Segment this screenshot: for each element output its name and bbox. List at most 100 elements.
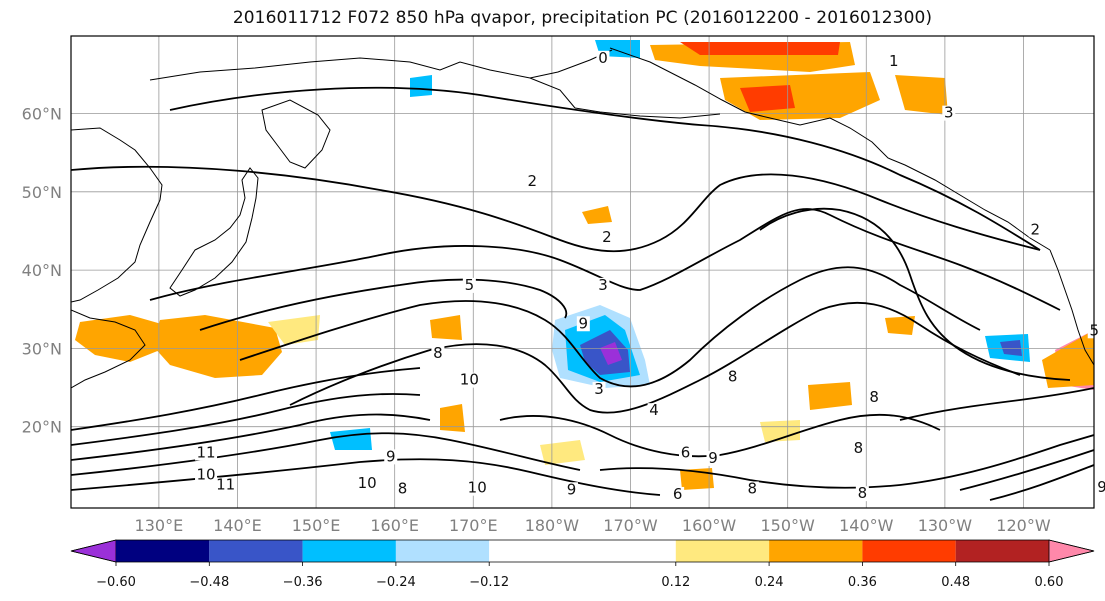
shading-blob-purple (600, 342, 622, 365)
contour-label: 10 (460, 371, 479, 389)
contour-label-bg (1028, 222, 1042, 238)
shading-blob-red (740, 85, 795, 112)
longitude-labels: 130°E 140°E 150°E 160°E 170°E 180°W 170°W 160°W… (135, 516, 1051, 535)
contour-line (289, 301, 1021, 414)
latitude-label: 60°N (22, 105, 62, 124)
longitude-label: 130°E (135, 516, 184, 535)
contour-label-bg (851, 440, 865, 456)
latitude-labels: 60°N 50°N 40°N 30°N 20°N (22, 105, 62, 437)
contour-line (499, 413, 941, 458)
contour-label: 10 (468, 479, 487, 497)
contour-label-bg (356, 475, 379, 491)
shading-blob-orange (760, 420, 800, 442)
longitude-label: 160°E (370, 516, 419, 535)
contour-line (959, 449, 1094, 491)
contour-label: 8 (858, 484, 868, 502)
contour-labels-layer: 0132222539581033288426989111011108109688… (195, 49, 1105, 503)
contour-label-bg (671, 486, 685, 502)
longitude-label: 120°W (996, 516, 1051, 535)
colorbar-segment (116, 540, 210, 562)
contour-label-bg (466, 480, 489, 496)
longitude-label: 140°W (839, 516, 894, 535)
coast-kamchatka (261, 99, 331, 169)
colorbar (70, 539, 1095, 563)
contour-label-bg (679, 445, 692, 461)
contour-label: 11 (216, 476, 235, 494)
colorbar-tick-label: 0.60 (1035, 575, 1064, 590)
contour-label: 2 (1030, 220, 1040, 238)
contour-label: 10 (358, 474, 377, 492)
contour-label-bg (647, 403, 661, 419)
colorbar-tick-label: 0.48 (941, 575, 970, 590)
contour-line (759, 207, 1071, 381)
longitude-label: 140°E (213, 516, 262, 535)
contour-label: 2 (527, 172, 537, 190)
contour-line (71, 165, 1041, 253)
contour-label: 0 (598, 49, 608, 67)
shading-blob-orange (1042, 330, 1094, 388)
shading-blob-orange (895, 75, 948, 115)
coastlines (71, 47, 1094, 389)
contour-label: 3 (944, 104, 954, 122)
contour-label: 8 (869, 388, 879, 406)
contour-label: 8 (398, 479, 408, 497)
coast-asia-mainland (71, 127, 163, 303)
longitude-label: 170°E (449, 516, 498, 535)
contour-label: 11 (196, 443, 215, 461)
contour-label: 9 (708, 449, 718, 467)
longitude-label: 150°E (292, 516, 341, 535)
contour-label-bg (576, 316, 590, 332)
contour-label-bg (458, 372, 481, 388)
contour-label-bg (942, 105, 956, 121)
contour-label: 9 (1097, 478, 1105, 496)
colorbar-segment (209, 540, 303, 562)
shading-blob-orange (885, 316, 915, 335)
map-frame (70, 35, 1095, 509)
contour-label: 6 (673, 485, 683, 503)
contour-line (169, 86, 1041, 251)
latitude-label: 50°N (22, 183, 62, 202)
coast-north-america (1049, 249, 1094, 366)
contour-label: 8 (728, 368, 738, 386)
qvapor-contours (71, 86, 1094, 501)
contour-line (899, 387, 1094, 421)
contour-label-bg (867, 389, 881, 405)
shading-blob-orange (440, 404, 465, 432)
longitude-label: 130°W (918, 516, 973, 535)
colorbar-tick-label: −0.12 (469, 575, 509, 590)
contour-label: 5 (465, 276, 475, 294)
shading-blob-orange (808, 382, 852, 410)
contour-label-bg (1103, 433, 1105, 449)
coast-siberia (149, 57, 576, 109)
colorbar-segment (955, 540, 1049, 562)
contour-line (71, 367, 421, 431)
shading-blob-orange (430, 315, 462, 340)
colorbar-tick-label: −0.48 (189, 575, 229, 590)
contour-label-bg (592, 382, 606, 398)
colorbar-tick-label: −0.60 (96, 575, 136, 590)
contour-label-bg (396, 481, 410, 497)
contour-label: 3 (598, 276, 608, 294)
contour-line (599, 434, 1094, 489)
contour-label: 8 (748, 479, 758, 497)
colorbar-tick-label: 0.12 (661, 575, 690, 590)
colorbar-segment (862, 540, 956, 562)
contour-label-bg (195, 467, 218, 483)
latitude-label: 20°N (22, 418, 62, 437)
colorbar-segment (489, 540, 676, 562)
contour-line (199, 278, 568, 331)
contour-label: 10 (196, 465, 215, 483)
longitude-label: 150°W (761, 516, 816, 535)
colorbar-segment (302, 540, 396, 562)
contour-label: 6 (681, 443, 691, 461)
shading-blob-orange (582, 206, 612, 224)
contour-line (989, 464, 1094, 501)
longitude-label: 170°W (603, 516, 658, 535)
contour-label-bg (596, 277, 610, 293)
colorbar-extend-max (1048, 539, 1095, 563)
latitude-label: 30°N (22, 339, 62, 358)
contour-label: 2 (602, 228, 612, 246)
coast-aleutians (574, 107, 721, 119)
